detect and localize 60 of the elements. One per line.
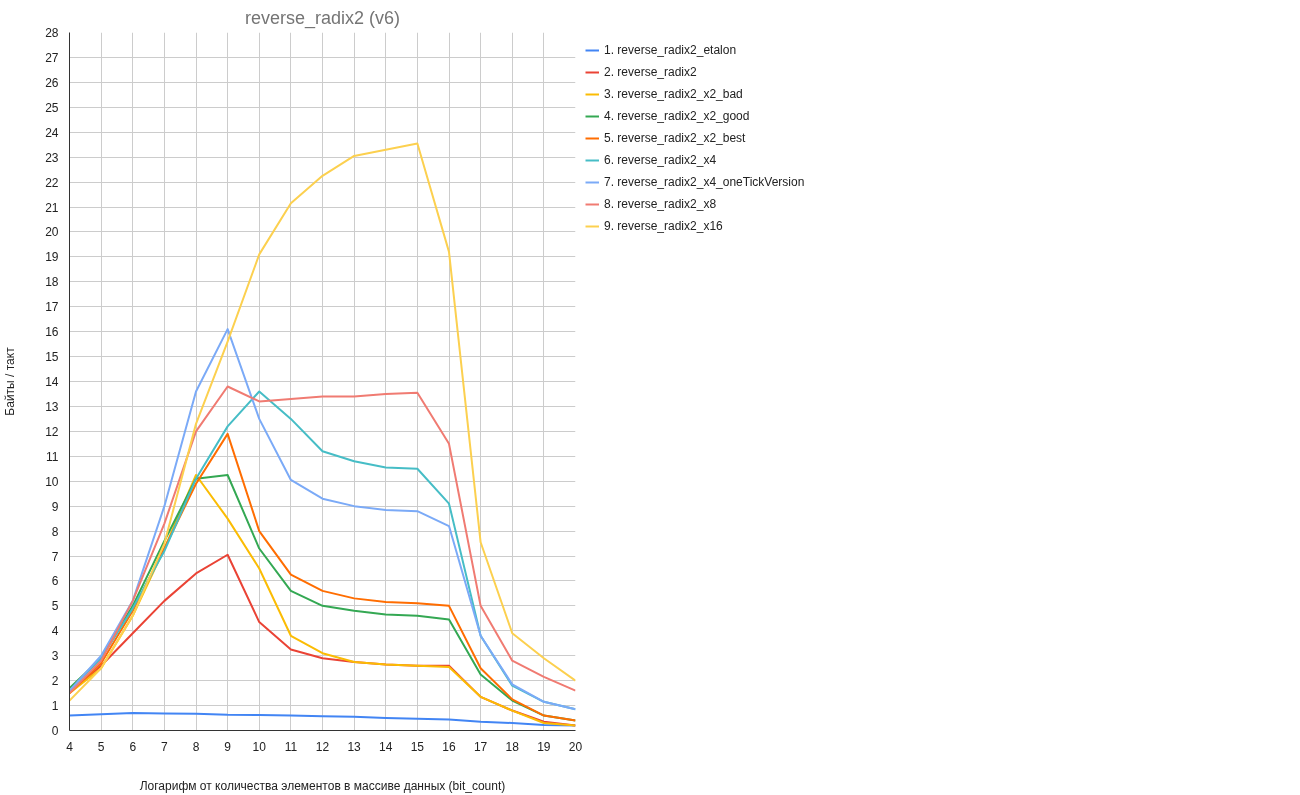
y-tick-label: 28 bbox=[45, 26, 59, 40]
legend-label: 4. reverse_radix2_x2_good bbox=[604, 108, 750, 124]
legend-label: 3. reverse_radix2_x2_bad bbox=[604, 86, 743, 102]
x-tick-label: 11 bbox=[284, 739, 298, 754]
legend-label: 8. reverse_radix2_x8 bbox=[604, 196, 717, 212]
y-tick-label: 19 bbox=[45, 250, 59, 265]
x-tick-label: 15 bbox=[410, 739, 425, 754]
y-tick-label: 13 bbox=[45, 399, 59, 414]
x-tick-label: 16 bbox=[442, 739, 456, 754]
y-tick-label: 3 bbox=[51, 649, 59, 664]
x-tick-label: 19 bbox=[537, 739, 551, 754]
y-tick-label: 12 bbox=[45, 424, 59, 439]
y-tick-label: 11 bbox=[46, 449, 59, 464]
legend-label: 5. reverse_radix2_x2_best bbox=[604, 130, 746, 146]
line-series bbox=[69, 328, 576, 711]
y-tick-label: 22 bbox=[45, 175, 59, 190]
x-tick-label: 6 bbox=[129, 739, 137, 754]
y-tick-label: 18 bbox=[45, 275, 59, 290]
y-tick-label: 26 bbox=[45, 75, 59, 90]
x-tick-label: 5 bbox=[97, 739, 105, 754]
y-tick-label: 4 bbox=[51, 624, 59, 639]
y-tick-label: 5 bbox=[51, 599, 59, 614]
y-tick-label: 24 bbox=[45, 125, 59, 140]
legend-label: 6. reverse_radix2_x4 bbox=[604, 152, 717, 168]
y-tick-label: 14 bbox=[45, 375, 59, 389]
x-tick-label: 18 bbox=[505, 739, 520, 754]
legend-label: 2. reverse_radix2 bbox=[604, 64, 697, 80]
x-tick-label: 8 bbox=[192, 739, 200, 754]
y-tick-label: 21 bbox=[45, 200, 59, 215]
x-tick-label: 9 bbox=[224, 739, 232, 754]
x-tick-label: 4 bbox=[66, 739, 74, 754]
x-tick-label: 12 bbox=[315, 739, 330, 754]
y-tick-label: 0 bbox=[51, 724, 59, 738]
line-series bbox=[69, 142, 576, 702]
y-tick-label: 27 bbox=[45, 50, 59, 65]
legend-label: 7. reverse_radix2_x4_oneTickVersion bbox=[604, 174, 805, 190]
y-tick-label: 16 bbox=[45, 325, 59, 340]
y-tick-label: 20 bbox=[45, 225, 59, 240]
x-tick-label: 10 bbox=[252, 739, 267, 754]
y-tick-label: 9 bbox=[51, 499, 59, 514]
x-tick-label: 20 bbox=[568, 739, 583, 754]
x-tick-label: 14 bbox=[379, 739, 393, 754]
legend-label: 9. reverse_radix2_x16 bbox=[604, 218, 723, 234]
y-tick-label: 2 bbox=[51, 674, 59, 689]
y-tick-label: 7 bbox=[51, 549, 59, 564]
x-tick-label: 13 bbox=[347, 739, 362, 754]
x-axis-title: Логарифм от количества элементов в массиве данных (bit_count) bbox=[139, 778, 506, 793]
y-tick-label: 25 bbox=[45, 100, 59, 115]
y-tick-label: 8 bbox=[51, 524, 59, 539]
y-tick-label: 23 bbox=[45, 150, 59, 165]
legend-label: 1. reverse_radix2_etalon bbox=[604, 42, 737, 58]
y-tick-label: 10 bbox=[45, 474, 59, 489]
x-tick-label: 7 bbox=[161, 739, 169, 754]
y-axis-title: Байты / такт bbox=[3, 346, 18, 416]
y-tick-label: 6 bbox=[51, 574, 59, 589]
x-tick-label: 17 bbox=[473, 739, 488, 754]
y-tick-label: 15 bbox=[45, 350, 59, 365]
y-tick-label: 1 bbox=[51, 699, 59, 714]
y-tick-label: 17 bbox=[45, 300, 59, 315]
chart-title: reverse_radix2 (v6) bbox=[244, 7, 401, 29]
